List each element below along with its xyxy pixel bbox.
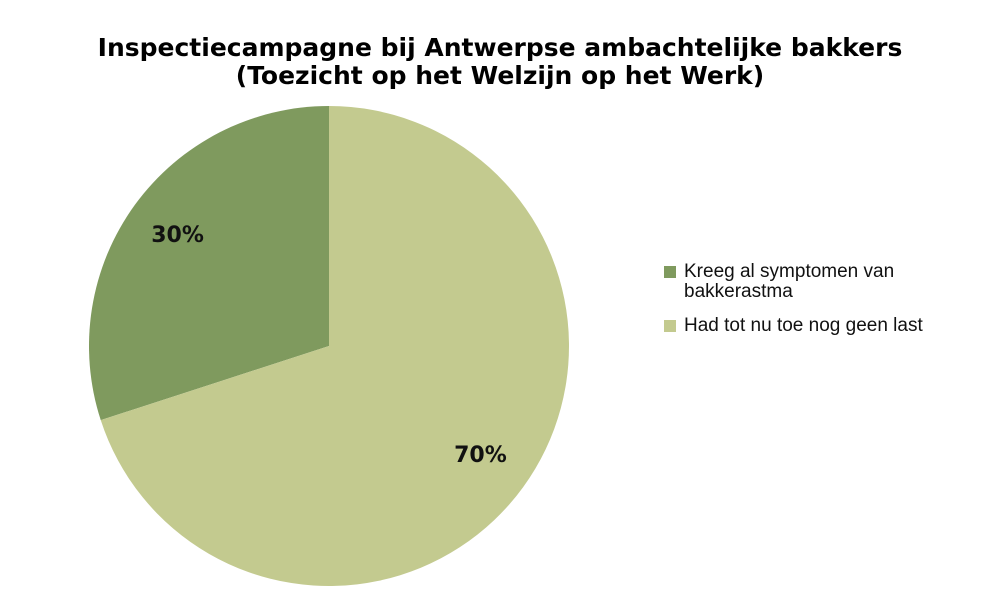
legend-item: Had tot nu toe nog geen last bbox=[664, 316, 984, 336]
legend: Kreeg al symptomen van bakkerastma Had to… bbox=[664, 262, 984, 350]
pie-slice bbox=[88, 106, 330, 421]
pie-slice bbox=[100, 106, 570, 587]
chart-title: Inspectiecampagne bij Antwerpse ambachte… bbox=[98, 33, 903, 62]
data-label: 30% bbox=[151, 223, 204, 248]
pie: 30% 70% bbox=[88, 106, 570, 587]
legend-item: Kreeg al symptomen van bakkerastma bbox=[664, 262, 984, 302]
legend-swatch bbox=[664, 266, 676, 278]
chart-subtitle: (Toezicht op het Welzijn op het Werk) bbox=[236, 61, 764, 90]
legend-swatch bbox=[664, 320, 676, 332]
legend-label: Kreeg al symptomen van bakkerastma bbox=[684, 261, 895, 302]
data-label: 70% bbox=[454, 443, 507, 468]
legend-label: Had tot nu toe nog geen last bbox=[684, 315, 923, 336]
